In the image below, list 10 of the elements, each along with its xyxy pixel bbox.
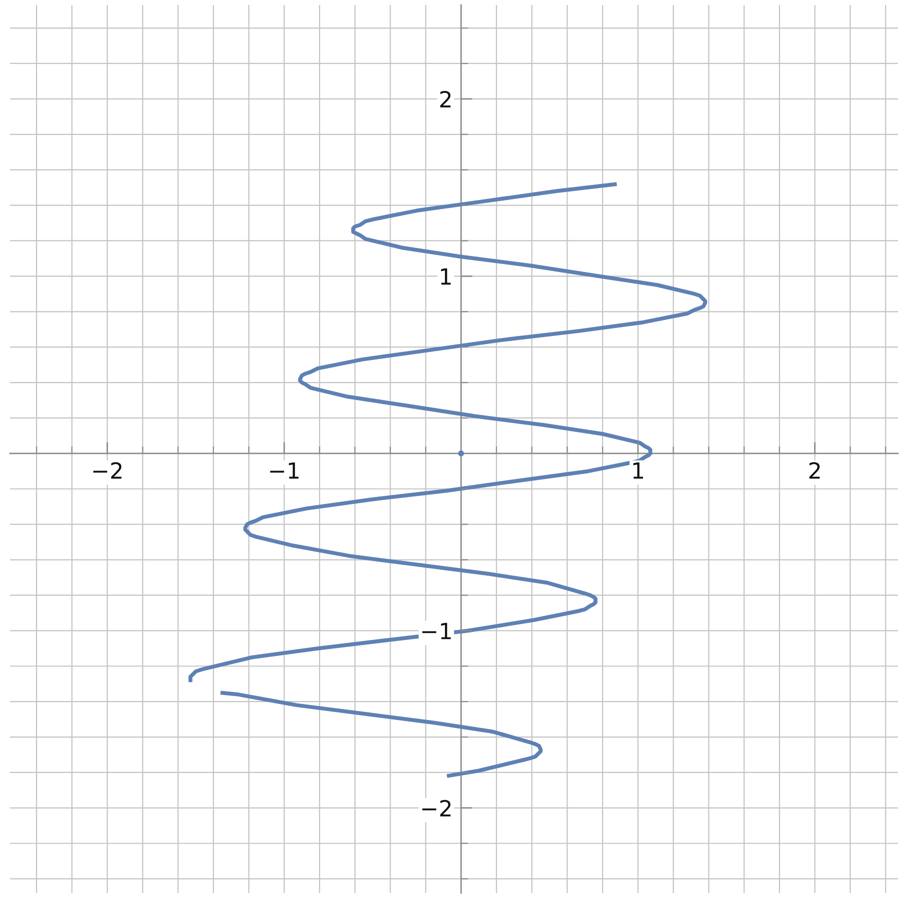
y-tick-label: 2 bbox=[440, 90, 451, 108]
y-tick-label: −2 bbox=[422, 800, 451, 816]
x-tick-label: 2 bbox=[809, 462, 820, 479]
x-tick-label: 1 bbox=[633, 462, 643, 479]
line-series bbox=[218, 690, 543, 778]
line-series bbox=[188, 182, 708, 684]
x-tick-label: −1 bbox=[270, 462, 299, 479]
x-tick-label: −2 bbox=[93, 462, 122, 479]
y-tick-label: 1 bbox=[441, 268, 451, 285]
y-tick-label: −1 bbox=[422, 622, 451, 640]
